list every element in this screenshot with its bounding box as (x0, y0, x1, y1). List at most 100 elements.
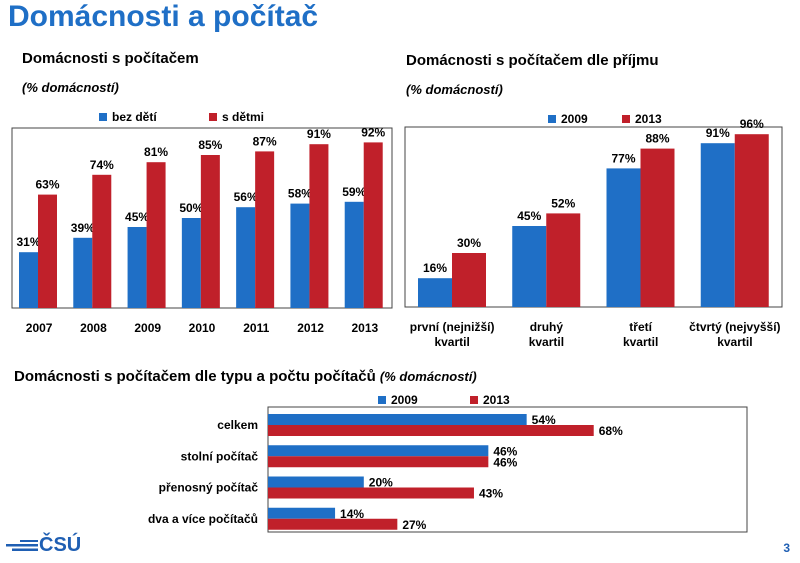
chart2-x-tick: čtvrtý (nejvyšší) (689, 320, 780, 334)
chart2-data-label: 77% (611, 151, 635, 165)
chart1-bar (255, 151, 275, 308)
page-title: Domácnosti a počítač (8, 0, 319, 33)
chart3-bar (268, 414, 527, 425)
chart3-legend-label: 2009 (391, 393, 418, 407)
chart2-legend-label: 2009 (561, 112, 588, 126)
chart1-x-tick: 2009 (134, 321, 161, 335)
chart2-data-label: 52% (551, 196, 575, 210)
chart1-bar (92, 174, 112, 308)
chart2-bar (700, 143, 735, 307)
chart1-bar (38, 194, 57, 308)
csu-logo: ČSÚ (6, 534, 82, 558)
chart1-legend-swatch (99, 113, 107, 121)
chart2-data-label: 96% (740, 117, 764, 131)
page-number: 3 (783, 541, 790, 555)
chart1-data-label: 85% (198, 138, 222, 152)
chart1-data-label: 87% (253, 134, 277, 148)
chart1-bar (290, 203, 310, 308)
chart3-bar (268, 476, 364, 488)
chart1-bar (19, 252, 38, 308)
chart1-subtitle: (% domácností) (22, 80, 119, 95)
chart2-data-label: 91% (706, 126, 730, 140)
chart1-data-label: 56% (234, 190, 258, 204)
chart3-data-label: 46% (493, 444, 517, 458)
chart3-data-label: 43% (479, 487, 503, 501)
chart2-x-tick: třetí (629, 320, 652, 334)
chart2-data-label: 88% (645, 132, 669, 146)
chart1-bar (236, 207, 256, 308)
chart2-x-tick: kvartil (623, 335, 658, 349)
chart1-data-label: 81% (144, 145, 168, 159)
chart2-data-label: 16% (423, 261, 447, 275)
chart1-x-tick: 2012 (297, 321, 324, 335)
chart2-title: Domácnosti s počítačem dle příjmu (406, 52, 659, 69)
chart3-data-label: 54% (532, 413, 556, 427)
chart1-title: Domácnosti s počítačem (22, 50, 199, 67)
chart3-data-label: 14% (340, 507, 364, 521)
chart3-legend-swatch (470, 396, 478, 404)
chart2-legend-swatch (622, 115, 630, 123)
chart3-data-label: 68% (599, 424, 623, 438)
chart2-legend-label: 2013 (635, 112, 662, 126)
chart1-data-label: 58% (288, 187, 312, 201)
chart1-bar (146, 162, 166, 308)
chart3-bar (268, 487, 474, 499)
chart1-data-label: 74% (90, 158, 114, 172)
chart1-x-tick: 2013 (352, 321, 379, 335)
chart3-data-label: 46% (493, 455, 517, 469)
chart3-data-label: 27% (402, 518, 426, 532)
chart1-bar (73, 237, 93, 308)
chart1-data-label: 45% (125, 210, 149, 224)
chart2-x-tick: kvartil (529, 335, 564, 349)
chart3-bar (268, 425, 594, 436)
chart2-x-tick: první (nejnižší) (410, 320, 495, 334)
chart2-x-tick: kvartil (717, 335, 752, 349)
chart1-data-label: 91% (307, 127, 331, 141)
chart2-subtitle: (% domácností) (406, 82, 503, 97)
chart1-bar (181, 218, 201, 308)
chart3-title-text: Domácnosti s počítačem dle typu a počtu … (14, 368, 376, 385)
chart1-x-tick: 2011 (243, 321, 269, 335)
chart2-bar (546, 213, 581, 307)
chart1-data-label: 92% (361, 125, 385, 139)
chart1-data-label: 63% (35, 178, 59, 192)
chart3-subtitle: (% domácností) (379, 369, 477, 384)
chart1-x-tick: 2008 (80, 321, 107, 335)
chart3-bar (268, 456, 489, 468)
logo-lines-icon (6, 540, 38, 551)
chart3-bar (268, 445, 489, 457)
chart1-bar (344, 201, 364, 308)
chart2-bar (418, 278, 452, 307)
chart1-bar (127, 227, 147, 308)
chart1-bar (363, 142, 383, 308)
chart1-data-label: 59% (342, 185, 366, 199)
chart2-bar (452, 253, 486, 307)
chart2-x-tick: druhý (530, 320, 564, 334)
chart1-x-tick: 2010 (189, 321, 216, 335)
chart3-data-label: 20% (369, 476, 393, 490)
chart3-legend-label: 2013 (483, 393, 510, 407)
chart3-y-tick: dva a více počítačů (148, 512, 258, 526)
chart1-data-label: 50% (179, 201, 203, 215)
chart1-data-label: 39% (71, 221, 95, 235)
chart1-legend-label: s dětmi (222, 110, 264, 124)
chart3-y-tick: celkem (217, 418, 258, 432)
chart2-bar (512, 226, 547, 307)
chart3-title: Domácnosti s počítačem dle typu a počtu … (14, 368, 477, 385)
chart1-legend-swatch (209, 113, 217, 121)
chart1-bar (200, 155, 220, 308)
chart3-bar (268, 507, 336, 519)
chart3-bar (268, 518, 398, 530)
chart1-bar (309, 144, 329, 308)
chart3-y-tick: přenosný počítač (159, 481, 259, 495)
chart2-data-label: 45% (517, 209, 541, 223)
chart2-legend-swatch (548, 115, 556, 123)
logo-text: ČSÚ (39, 534, 82, 556)
chart3-y-tick: stolní počítač (181, 449, 259, 463)
chart1-data-label: 31% (16, 235, 40, 249)
chart1-legend-label: bez dětí (112, 110, 157, 124)
chart3-legend-swatch (378, 396, 386, 404)
chart2-bar (640, 148, 675, 307)
chart2-bar (734, 134, 769, 307)
